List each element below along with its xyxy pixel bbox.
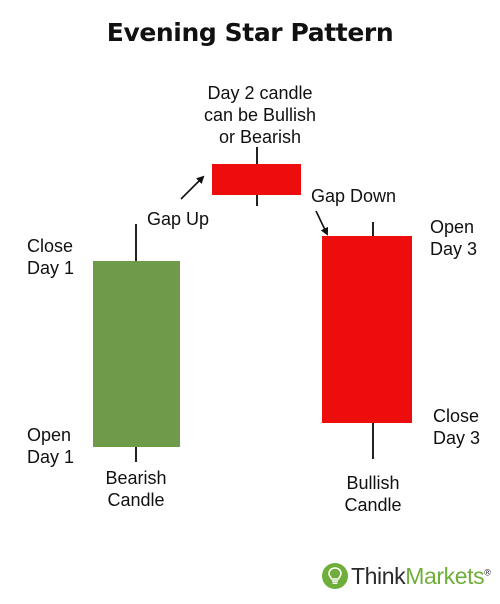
day2-candle-body [212, 164, 301, 195]
day1-upper-wick [135, 224, 137, 261]
diagram-title: Evening Star Pattern [106, 18, 394, 47]
thinkmarkets-logo: ThinkMarkets® [322, 561, 491, 591]
day2-upper-wick [256, 147, 258, 164]
bearish-candle-label: Bearish Candle [105, 468, 167, 510]
day3-candle-body [322, 236, 412, 423]
lightbulb-icon [322, 563, 348, 589]
day2-lower-wick [256, 195, 258, 206]
day1-candle-body [93, 261, 180, 447]
day2-note: Day 2 candle can be Bullish or Bearish [203, 83, 317, 147]
bullish-candle-label: Bullish Candle [344, 473, 402, 515]
day1-lower-wick [135, 447, 137, 462]
open-day1-label: Open Day 1 [27, 425, 75, 467]
day3-lower-wick [372, 423, 374, 459]
gap-down-label: Gap Down [311, 186, 397, 206]
logo-wordmark: ThinkMarkets® [351, 562, 491, 589]
gap-up-label: Gap Up [147, 209, 210, 229]
open-day3-label: Open Day 3 [430, 217, 478, 259]
close-day3-label: Close Day 3 [433, 406, 481, 448]
close-day1-label: Close Day 1 [27, 236, 75, 278]
day3-upper-wick [372, 222, 374, 236]
